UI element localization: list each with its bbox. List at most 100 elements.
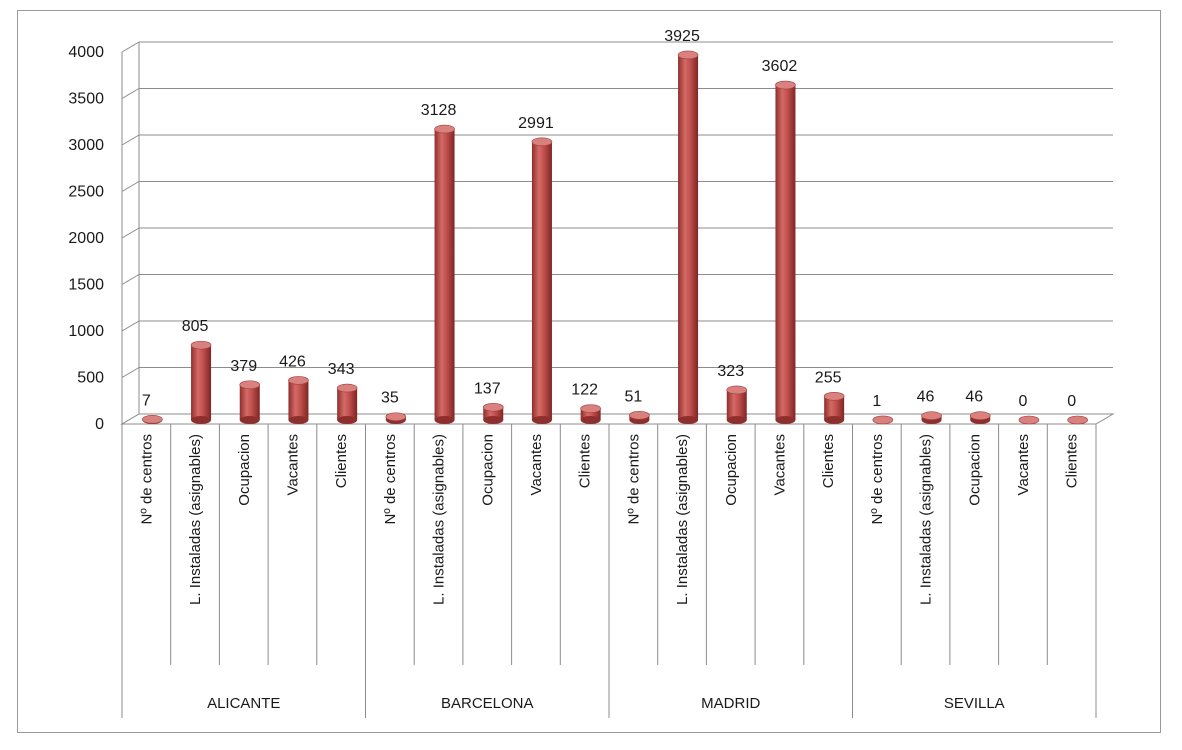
group-label: SEVILLA <box>944 695 1005 712</box>
bar-base <box>239 416 260 424</box>
bar <box>969 411 991 424</box>
bar-body <box>824 396 845 420</box>
bar-base <box>191 416 212 424</box>
bar <box>482 402 504 424</box>
data-label: 2991 <box>518 115 554 132</box>
axes <box>120 42 1115 718</box>
bar-top <box>726 385 748 395</box>
bar <box>531 137 553 424</box>
bar-top <box>823 391 845 401</box>
bar-top <box>629 410 650 420</box>
bar-top <box>580 404 601 413</box>
data-label: 3602 <box>762 58 798 75</box>
bar-top <box>921 411 942 421</box>
x-category-label: L. Instaladas (asignables) <box>187 434 204 605</box>
group-label: ALICANTE <box>207 695 280 712</box>
x-category-label: Vacantes <box>528 434 545 495</box>
bar <box>288 376 309 424</box>
data-label: 46 <box>917 389 935 406</box>
data-label: 7 <box>142 392 151 409</box>
bar <box>580 404 601 424</box>
bar <box>142 415 163 424</box>
data-label: 343 <box>328 361 355 378</box>
y-tick-label: 2000 <box>68 230 104 247</box>
x-category-label: Nº de centros <box>138 434 155 525</box>
gridline-depth <box>121 320 140 332</box>
bar <box>434 124 455 424</box>
gridline-depth <box>121 367 140 378</box>
bar <box>726 385 748 424</box>
y-tick-label: 3500 <box>68 91 104 108</box>
x-category-label: Vacantes <box>771 434 788 495</box>
gridline-depth <box>121 227 140 239</box>
bar-top <box>288 376 309 385</box>
bar-top <box>142 415 163 424</box>
group-label: BARCELONA <box>441 695 534 712</box>
gridline-depth <box>121 41 140 53</box>
y-tick-label: 0 <box>95 416 104 433</box>
bar-body <box>678 54 699 420</box>
bar-top <box>872 415 894 425</box>
gridline-depth <box>121 274 140 285</box>
y-tick-label: 500 <box>77 370 104 387</box>
data-label: 805 <box>182 318 209 335</box>
x-category-label: L. Instaladas (asignables) <box>431 434 448 605</box>
bar-body <box>239 384 260 420</box>
bar-base <box>434 416 455 424</box>
x-category-label: Nº de centros <box>382 434 399 525</box>
x-category-label: Clientes <box>333 434 350 488</box>
data-label: 426 <box>279 353 306 370</box>
bar <box>1067 415 1088 425</box>
x-category-label: Nº de centros <box>869 434 886 525</box>
y-tick-label: 1500 <box>68 277 104 294</box>
gridline-depth <box>121 181 140 192</box>
gridline-depth <box>121 134 140 146</box>
x-category-label: Ocupacion <box>236 434 253 506</box>
x-category-label: Ocupacion <box>723 434 740 506</box>
bar <box>872 415 894 425</box>
bar <box>239 380 261 424</box>
data-label: 379 <box>230 358 257 375</box>
x-category-label: Ocupacion <box>479 434 496 506</box>
bar-base <box>531 416 552 424</box>
bar <box>190 340 212 424</box>
x-category-label: Ocupacion <box>966 434 983 506</box>
bars <box>142 50 1088 425</box>
data-label: 46 <box>965 389 983 406</box>
bar-base <box>678 416 699 424</box>
data-label: 255 <box>815 369 842 386</box>
bar-base <box>580 416 601 424</box>
x-category-label: Vacantes <box>1015 434 1032 495</box>
bar-body <box>434 129 455 420</box>
x-category-label: Vacantes <box>284 434 301 495</box>
bar <box>385 412 407 424</box>
bar <box>775 80 796 424</box>
x-category-label: L. Instaladas (asignables) <box>918 434 935 605</box>
y-tick-label: 3000 <box>68 137 104 154</box>
bar-body <box>191 345 212 420</box>
y-tick-label: 2500 <box>68 184 104 201</box>
bar-top <box>969 411 991 421</box>
data-label: 137 <box>474 380 501 397</box>
bar <box>823 391 845 424</box>
bar <box>1018 415 1040 425</box>
bar-top <box>336 383 358 393</box>
bar-body <box>337 388 358 420</box>
x-category-label: Nº de centros <box>625 434 642 525</box>
bar <box>677 50 699 424</box>
data-label: 51 <box>624 388 642 405</box>
bar-base <box>288 416 309 424</box>
gridlines <box>121 41 1113 425</box>
bar-top <box>434 124 455 134</box>
bar-base <box>483 416 504 424</box>
gridline-depth <box>121 88 140 99</box>
bar-top <box>1067 415 1088 425</box>
bar-top <box>1018 415 1040 425</box>
bar-body <box>288 380 309 420</box>
data-label: 0 <box>1067 393 1076 410</box>
bar <box>336 383 358 424</box>
bar-body <box>726 389 747 420</box>
bar-top <box>677 50 699 60</box>
bar-body <box>775 85 796 420</box>
